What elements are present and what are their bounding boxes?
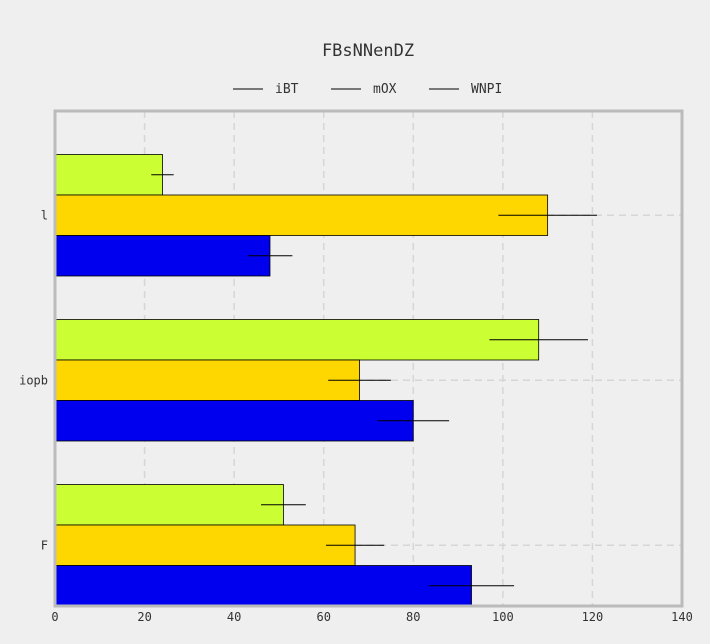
bar [54, 235, 271, 277]
legend: iBT mOX WNPI [233, 82, 502, 97]
bar [54, 524, 356, 566]
x-tick-label: 40 [227, 610, 241, 624]
x-tick-label: 60 [316, 610, 330, 624]
x-tick-label: 0 [51, 610, 58, 624]
bar [54, 194, 549, 236]
bar [54, 400, 414, 442]
y-tick-label: l [41, 208, 48, 222]
bar [54, 359, 360, 401]
bars [54, 154, 549, 607]
y-axis-ticks: l iopb F [19, 208, 48, 552]
legend-label: mOX [373, 82, 397, 97]
bar [54, 319, 540, 361]
chart-title: FBsNNenDZ [322, 41, 414, 61]
legend-label: iBT [275, 82, 299, 97]
error-bars [151, 174, 597, 587]
x-tick-label: 120 [582, 610, 604, 624]
bar [54, 154, 163, 196]
bar [54, 565, 472, 607]
y-tick-label: iopb [19, 373, 48, 387]
x-tick-label: 20 [137, 610, 151, 624]
bar [54, 484, 284, 526]
x-tick-label: 100 [492, 610, 514, 624]
x-axis-ticks: 0 20 40 60 80 100 120 140 [51, 610, 692, 624]
legend-label: WNPI [471, 82, 502, 97]
x-tick-label: 140 [671, 610, 693, 624]
plot-frame [53, 109, 684, 608]
x-tick-label: 80 [406, 610, 420, 624]
y-tick-label: F [41, 538, 48, 552]
